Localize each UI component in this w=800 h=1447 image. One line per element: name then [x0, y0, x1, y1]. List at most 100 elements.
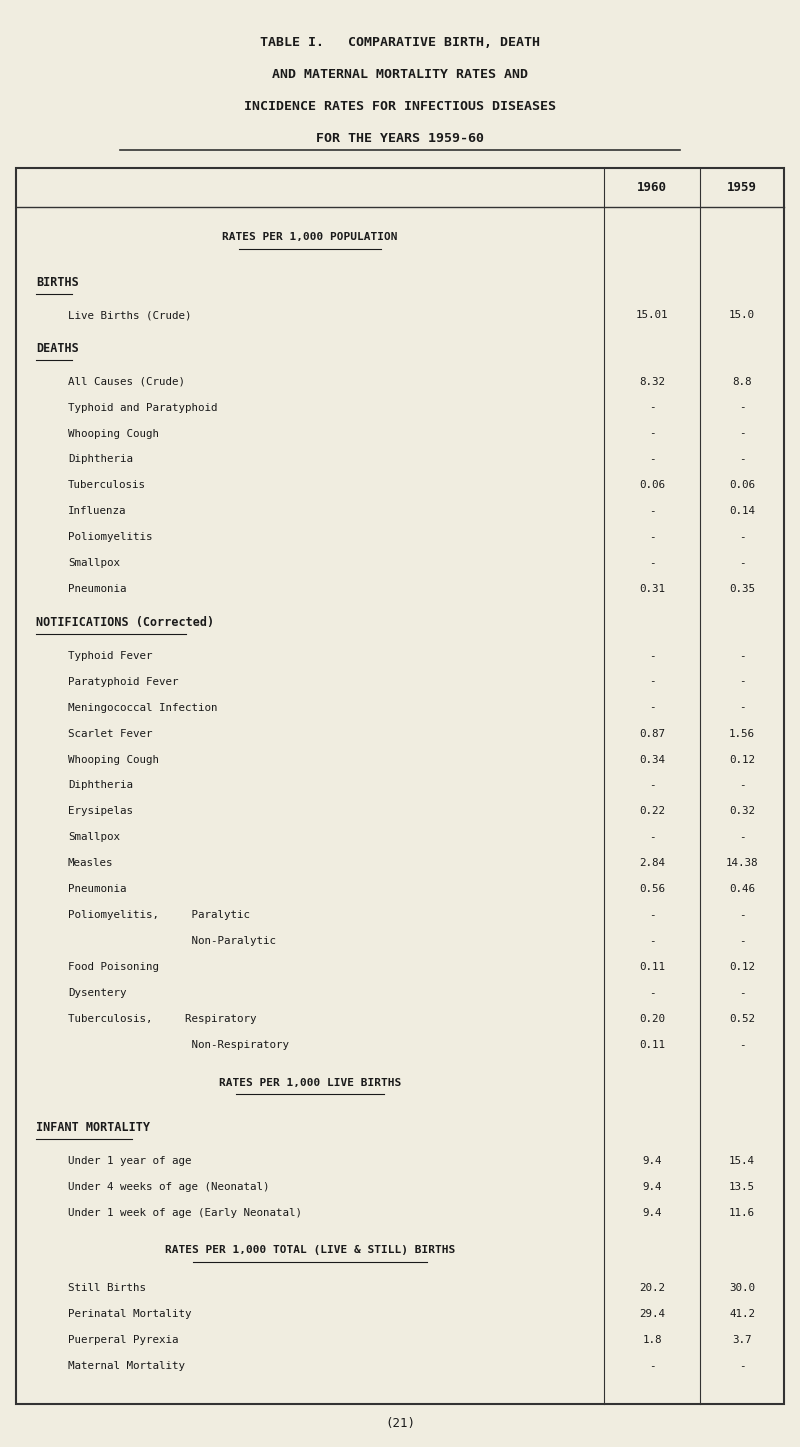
Text: (21): (21)	[385, 1418, 415, 1430]
Text: -: -	[649, 428, 655, 438]
Text: TABLE I.   COMPARATIVE BIRTH, DEATH: TABLE I. COMPARATIVE BIRTH, DEATH	[260, 36, 540, 49]
Text: -: -	[649, 832, 655, 842]
Text: -: -	[649, 703, 655, 712]
Text: -: -	[738, 651, 746, 661]
Text: -: -	[738, 559, 746, 569]
Text: 0.35: 0.35	[729, 585, 755, 595]
Text: 0.87: 0.87	[639, 728, 665, 738]
Text: Puerperal Pyrexia: Puerperal Pyrexia	[68, 1336, 178, 1346]
Text: Under 1 year of age: Under 1 year of age	[68, 1156, 191, 1166]
Text: -: -	[649, 677, 655, 686]
Text: RATES PER 1,000 LIVE BIRTHS: RATES PER 1,000 LIVE BIRTHS	[219, 1078, 401, 1088]
Text: 0.12: 0.12	[729, 754, 755, 764]
Text: -: -	[649, 651, 655, 661]
Text: Perinatal Mortality: Perinatal Mortality	[68, 1310, 191, 1320]
Text: Influenza: Influenza	[68, 506, 126, 517]
Text: Smallpox: Smallpox	[68, 559, 120, 569]
Text: Non-Respiratory: Non-Respiratory	[68, 1040, 289, 1051]
Text: -: -	[738, 936, 746, 946]
Text: Erysipelas: Erysipelas	[68, 806, 133, 816]
Text: 3.7: 3.7	[732, 1336, 752, 1346]
Text: NOTIFICATIONS (Corrected): NOTIFICATIONS (Corrected)	[36, 616, 214, 629]
Text: -: -	[649, 780, 655, 790]
Text: Tuberculosis: Tuberculosis	[68, 480, 146, 491]
Text: -: -	[649, 559, 655, 569]
Text: 0.31: 0.31	[639, 585, 665, 595]
Text: -: -	[738, 780, 746, 790]
Text: 0.06: 0.06	[639, 480, 665, 491]
Text: -: -	[738, 1362, 746, 1372]
Text: -: -	[649, 506, 655, 517]
Text: -: -	[649, 532, 655, 543]
Text: 0.20: 0.20	[639, 1014, 665, 1024]
Text: 0.32: 0.32	[729, 806, 755, 816]
Text: -: -	[649, 454, 655, 464]
Text: -: -	[738, 677, 746, 686]
Text: DEATHS: DEATHS	[36, 341, 78, 355]
Text: Food Poisoning: Food Poisoning	[68, 962, 159, 972]
Text: Measles: Measles	[68, 858, 114, 868]
Text: 0.11: 0.11	[639, 1040, 665, 1051]
Text: 8.32: 8.32	[639, 376, 665, 386]
Text: Still Births: Still Births	[68, 1283, 146, 1294]
Text: -: -	[649, 988, 655, 998]
Text: Dysentery: Dysentery	[68, 988, 126, 998]
Text: Whooping Cough: Whooping Cough	[68, 428, 159, 438]
Text: 2.84: 2.84	[639, 858, 665, 868]
Text: -: -	[738, 832, 746, 842]
Text: INCIDENCE RATES FOR INFECTIOUS DISEASES: INCIDENCE RATES FOR INFECTIOUS DISEASES	[244, 100, 556, 113]
Text: -: -	[738, 402, 746, 412]
Text: Under 1 week of age (Early Neonatal): Under 1 week of age (Early Neonatal)	[68, 1208, 302, 1218]
Text: Pneumonia: Pneumonia	[68, 884, 126, 894]
Text: 1959: 1959	[727, 181, 757, 194]
Text: -: -	[649, 936, 655, 946]
Text: 0.22: 0.22	[639, 806, 665, 816]
Text: 0.14: 0.14	[729, 506, 755, 517]
Text: -: -	[738, 532, 746, 543]
Text: 9.4: 9.4	[642, 1182, 662, 1192]
Text: 30.0: 30.0	[729, 1283, 755, 1294]
Text: 14.38: 14.38	[726, 858, 758, 868]
Text: Poliomyelitis,     Paralytic: Poliomyelitis, Paralytic	[68, 910, 250, 920]
Text: Whooping Cough: Whooping Cough	[68, 754, 159, 764]
Text: Non-Paralytic: Non-Paralytic	[68, 936, 276, 946]
Text: -: -	[738, 454, 746, 464]
Text: 15.01: 15.01	[636, 310, 668, 320]
Text: -: -	[738, 703, 746, 712]
Text: 13.5: 13.5	[729, 1182, 755, 1192]
Text: Typhoid and Paratyphoid: Typhoid and Paratyphoid	[68, 402, 218, 412]
Text: Maternal Mortality: Maternal Mortality	[68, 1362, 185, 1372]
Text: Scarlet Fever: Scarlet Fever	[68, 728, 153, 738]
Text: RATES PER 1,000 TOTAL (LIVE & STILL) BIRTHS: RATES PER 1,000 TOTAL (LIVE & STILL) BIR…	[165, 1246, 455, 1256]
Text: 0.52: 0.52	[729, 1014, 755, 1024]
Text: -: -	[649, 1362, 655, 1372]
Text: All Causes (Crude): All Causes (Crude)	[68, 376, 185, 386]
Text: 8.8: 8.8	[732, 376, 752, 386]
Text: 20.2: 20.2	[639, 1283, 665, 1294]
Text: Typhoid Fever: Typhoid Fever	[68, 651, 153, 661]
Text: 0.34: 0.34	[639, 754, 665, 764]
Text: Tuberculosis,     Respiratory: Tuberculosis, Respiratory	[68, 1014, 257, 1024]
Text: 0.06: 0.06	[729, 480, 755, 491]
Text: -: -	[738, 1040, 746, 1051]
Text: 29.4: 29.4	[639, 1310, 665, 1320]
Text: FOR THE YEARS 1959-60: FOR THE YEARS 1959-60	[316, 132, 484, 145]
Text: Paratyphoid Fever: Paratyphoid Fever	[68, 677, 178, 686]
Text: Diphtheria: Diphtheria	[68, 454, 133, 464]
Text: Meningococcal Infection: Meningococcal Infection	[68, 703, 218, 712]
Text: INFANT MORTALITY: INFANT MORTALITY	[36, 1121, 150, 1134]
Text: -: -	[649, 402, 655, 412]
Text: 1960: 1960	[637, 181, 667, 194]
Text: 15.4: 15.4	[729, 1156, 755, 1166]
Text: 1.56: 1.56	[729, 728, 755, 738]
Text: -: -	[649, 910, 655, 920]
Text: 1.8: 1.8	[642, 1336, 662, 1346]
Text: 41.2: 41.2	[729, 1310, 755, 1320]
Text: -: -	[738, 428, 746, 438]
Text: 0.12: 0.12	[729, 962, 755, 972]
Text: BIRTHS: BIRTHS	[36, 276, 78, 289]
Text: Under 4 weeks of age (Neonatal): Under 4 weeks of age (Neonatal)	[68, 1182, 270, 1192]
Text: 0.56: 0.56	[639, 884, 665, 894]
Text: -: -	[738, 988, 746, 998]
Text: 9.4: 9.4	[642, 1156, 662, 1166]
